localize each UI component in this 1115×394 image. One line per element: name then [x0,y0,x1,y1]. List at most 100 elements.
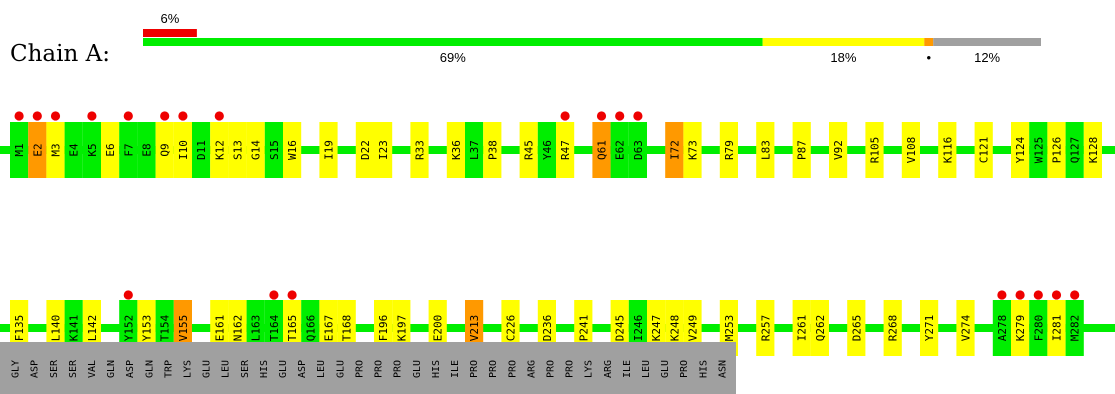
residue-label: E62 [614,140,627,160]
residue-box [137,122,156,178]
residue-label: K248 [668,315,681,342]
residue-box [1011,300,1030,356]
residue-label: Q262 [814,315,827,342]
unmodelled-residue-label: VAL [87,360,98,378]
residue-label: D22 [359,140,372,160]
outlier-bar [143,29,197,37]
residue-label: I246 [632,315,645,342]
residue-label: T164 [268,314,281,341]
residue-label: K141 [68,315,81,342]
residue-label: K5 [86,143,99,156]
residue-label: D236 [541,315,554,342]
residue-label: T168 [341,315,354,342]
residue-label: S13 [232,140,245,160]
unmodelled-residue-label: GLN [106,360,117,378]
unmodelled-residue-label: PRO [565,360,576,378]
residue-box [792,122,811,178]
residue-box [228,122,247,178]
residue-label: E6 [104,143,117,156]
residue-label: P126 [1051,137,1064,164]
residue-box [920,300,939,356]
residue-box [46,122,65,178]
unmodelled-residue-label: PRO [393,360,404,378]
unmodelled-residue-label: GLU [412,360,423,378]
summary-segment-poor [924,38,934,46]
outlier-marker [997,290,1007,300]
residue-label: R47 [559,140,572,160]
unmodelled-residue-label: PRO [507,360,518,378]
residue-label: E2 [31,143,44,156]
residue-box [792,300,811,356]
residue-box [82,122,101,178]
residue-box [283,122,302,178]
residue-label: F280 [1032,315,1045,342]
residue-label: E161 [213,315,226,342]
residue-label: I72 [668,140,681,160]
residue-box [1029,300,1048,356]
backbone-line [0,324,1115,332]
outlier-marker [1070,290,1080,300]
unmodelled-residue-label: ASP [30,360,41,378]
unmodelled-residue-label: GLU [335,360,346,378]
residue-box [974,122,993,178]
residue-box [992,300,1011,356]
residue-label: G14 [250,140,263,160]
outlier-marker [287,290,297,300]
outlier-label: 6% [161,11,180,26]
residue-box [829,122,848,178]
residue-label: P241 [577,315,590,342]
residue-box [192,122,211,178]
unmodelled-residue-label: LYS [183,360,194,378]
unmodelled-residue-label: SER [68,359,79,378]
residue-label: Y271 [923,315,936,342]
outlier-marker [633,111,643,121]
residue-box [155,122,174,178]
residue-label: R45 [523,140,536,160]
residue-label: V108 [905,137,918,164]
residue-label: I261 [796,315,809,342]
unmodelled-box [0,342,736,394]
residue-label: E4 [68,143,81,157]
residue-label: Y152 [122,315,135,342]
residue-box [64,122,83,178]
outlier-marker [560,111,570,121]
outlier-marker [178,111,188,121]
residue-label: K279 [1014,315,1027,342]
unmodelled-residue-label: ILE [622,360,633,378]
residue-label: L163 [250,315,263,342]
residue-row-1: M1 E2 M3 E4 K5 E6 F7 E8 Q9 I10 D11 K12 S13 G14 S15 W16 I… [0,111,1115,178]
residue-label: M282 [1069,315,1082,342]
residue-label: D245 [614,315,627,342]
residue-box [1065,122,1084,178]
outlier-marker [214,111,224,121]
residue-label: N162 [232,315,245,342]
summary-label-fair: 18% [830,50,856,65]
residue-label: K73 [687,140,700,160]
residue-box [756,122,775,178]
unmodelled-residue-label: ASN [717,360,728,378]
residue-label: V92 [832,140,845,160]
residue-label: I281 [1051,315,1064,342]
unmodelled-residue-label: ILE [450,360,461,378]
summary-label-missing: 12% [974,50,1000,65]
residue-label: P38 [486,140,499,160]
unmodelled-residue-label: GLY [11,360,22,378]
residue-box [1047,300,1066,356]
residue-label: Q9 [159,143,172,156]
residue-box [665,122,684,178]
unmodelled-residue-label: GLU [278,360,289,378]
residue-label: D11 [195,140,208,160]
residue-label: V249 [687,315,700,342]
residue-label: Y124 [1014,136,1027,163]
outlier-marker [87,111,97,121]
summary-label-good: 69% [440,50,466,65]
residue-label: S15 [268,140,281,160]
residue-label: L37 [468,140,481,160]
outlier-marker [1015,290,1025,300]
residue-label: W125 [1032,137,1045,164]
outlier-marker [123,290,133,300]
residue-label: F135 [13,315,26,342]
unmodelled-residue-label: PRO [546,360,557,378]
residue-label: Q127 [1069,137,1082,164]
unmodelled-residue-label: ARG [526,360,537,378]
